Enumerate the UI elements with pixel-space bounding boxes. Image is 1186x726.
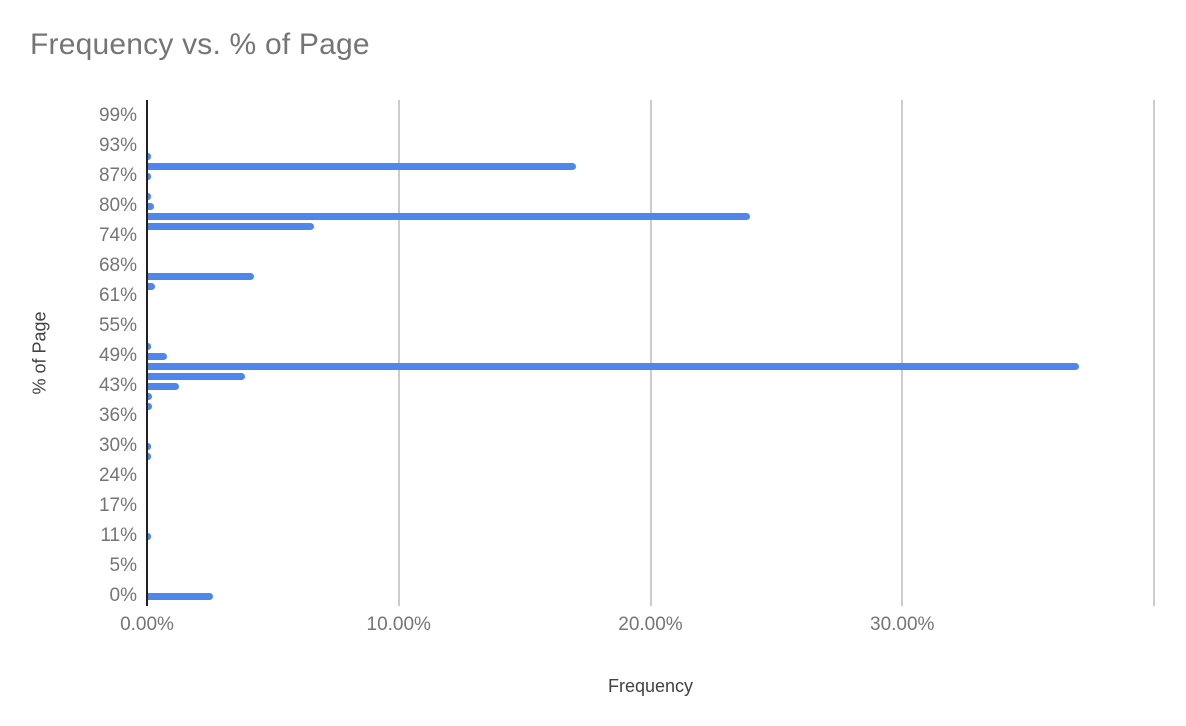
y-tick-label: 61% xyxy=(98,285,137,306)
y-tick-label: 74% xyxy=(98,225,137,246)
bar-row-9 xyxy=(148,202,154,210)
gridline-10pct xyxy=(397,100,400,606)
bar-row-34 xyxy=(148,452,151,460)
y-tick-label: 55% xyxy=(98,315,137,336)
y-tick-label: 99% xyxy=(98,105,137,126)
gridline-20pct xyxy=(649,100,652,606)
y-axis-line xyxy=(146,100,148,606)
gridline-40pct xyxy=(1153,100,1155,606)
bar-row-4 xyxy=(148,152,151,160)
bar-row-17 xyxy=(148,282,156,290)
bar-row-11 xyxy=(148,222,315,230)
bar-row-25 xyxy=(148,362,1080,370)
gridline-30pct xyxy=(901,100,904,606)
y-tick-label: 36% xyxy=(98,405,137,426)
y-tick-label: 80% xyxy=(98,195,137,216)
y-tick-label: 17% xyxy=(98,495,137,516)
x-axis-title: Frequency xyxy=(607,676,694,696)
y-tick-label: 49% xyxy=(98,345,137,366)
bar-row-16 xyxy=(148,272,254,280)
plot-area xyxy=(146,100,1170,606)
y-tick-label: 30% xyxy=(98,435,137,456)
y-tick-label: 43% xyxy=(98,375,137,396)
bar-row-27 xyxy=(148,382,180,390)
bar-row-29 xyxy=(148,402,153,410)
bar-row-6 xyxy=(148,172,152,180)
bar-row-33 xyxy=(148,442,151,450)
bar-row-8 xyxy=(148,192,151,200)
y-tick-label: 68% xyxy=(98,255,137,276)
bar-row-10 xyxy=(148,212,750,220)
chart-title: Frequency vs. % of Page xyxy=(30,28,370,61)
y-tick-label: 11% xyxy=(100,525,137,546)
bar-row-26 xyxy=(148,372,245,380)
bar-row-24 xyxy=(148,352,167,360)
y-tick-label: 0% xyxy=(109,585,137,606)
bar-row-5 xyxy=(148,162,576,170)
x-tick-label: 0.00% xyxy=(120,614,174,635)
x-tick-label: 20.00% xyxy=(618,614,683,635)
bar-row-28 xyxy=(148,392,153,400)
bar-row-42 xyxy=(148,532,151,540)
bar-row-48 xyxy=(148,592,214,600)
x-tick-label: 30.00% xyxy=(870,614,935,635)
x-tick-label: 10.00% xyxy=(366,614,431,635)
y-tick-label: 87% xyxy=(98,165,137,186)
y-tick-label: 93% xyxy=(98,135,137,156)
y-tick-label: 5% xyxy=(109,555,137,576)
y-tick-label: 24% xyxy=(98,465,137,486)
bar-row-23 xyxy=(148,342,151,350)
